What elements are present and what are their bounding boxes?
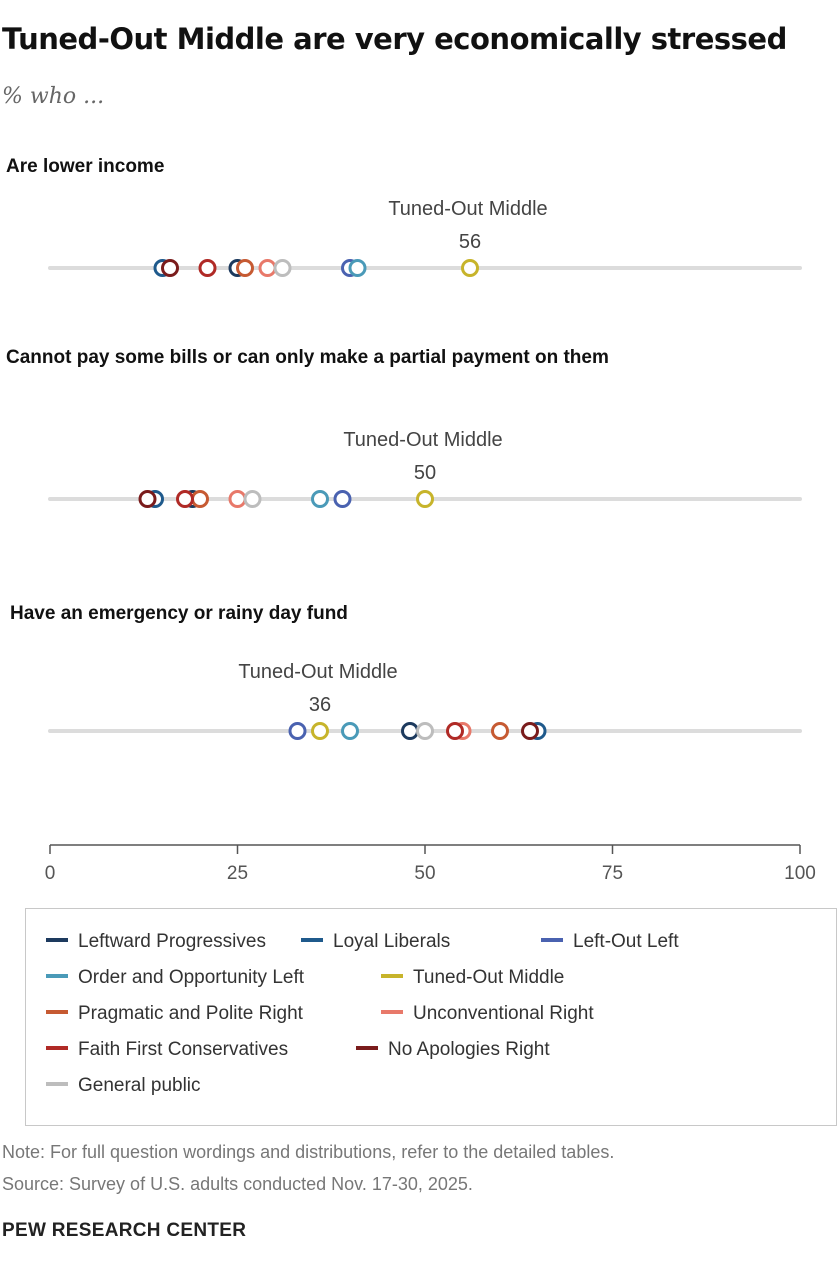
highlight-value-label: 50 [414, 462, 436, 484]
legend-label: No Apologies Right [388, 1039, 550, 1060]
dot-general-public [416, 722, 434, 740]
legend-item: Order and Opportunity Left [46, 967, 304, 989]
legend-swatch [46, 937, 68, 942]
dot-pragmatic-and-polite-right [491, 722, 509, 740]
chart-note: Note: For full question wordings and dis… [2, 1142, 615, 1162]
dot-general-public [243, 490, 262, 508]
dot-no-apologies-right [521, 722, 539, 740]
legend-item: Unconventional Right [381, 1003, 594, 1025]
dot-no-apologies-right [161, 259, 179, 277]
legend-label: Leftward Progressives [78, 931, 266, 952]
panel-label-cannot-pay-bills: Cannot pay some bills or can only make a… [6, 347, 609, 368]
legend-item: Pragmatic and Polite Right [46, 1003, 303, 1025]
dot-no-apologies-right [138, 490, 157, 508]
legend-swatch [46, 1045, 68, 1050]
legend-label: Order and Opportunity Left [78, 967, 305, 988]
highlight-series-label: Tuned-Out Middle [343, 429, 502, 451]
legend-swatch [46, 1009, 68, 1014]
x-tick-label: 25 [227, 863, 248, 884]
chart-title: Tuned-Out Middle are very economically s… [2, 22, 787, 56]
highlight-series-label: Tuned-Out Middle [388, 198, 547, 220]
dot-tuned-out-middle [416, 490, 434, 508]
dot-left-out-left [333, 490, 352, 508]
legend-swatch [301, 937, 323, 942]
legend-swatch [381, 973, 403, 978]
legend-swatch [46, 973, 68, 978]
dot-unconventional-right [258, 259, 277, 277]
dot-faith-first-conservatives [446, 722, 464, 740]
dot-faith-first-conservatives [176, 490, 194, 508]
dot-order-and-opportunity-left [341, 722, 359, 740]
legend-label: Pragmatic and Polite Right [78, 1003, 303, 1024]
legend-item: Tuned-Out Middle [381, 967, 564, 989]
dot-leftward-progressives [401, 722, 419, 740]
dot-plot: Tuned-Out Middle 56 Tuned-Out Middle 50 Tune… [45, 198, 816, 884]
highlight-value-label: 56 [459, 231, 481, 253]
legend-item: No Apologies Right [356, 1039, 550, 1061]
legend-label: Left-Out Left [573, 931, 679, 952]
x-tick-label: 75 [602, 863, 623, 884]
legend-item: Leftward Progressives [46, 931, 266, 953]
dot-faith-first-conservatives [198, 259, 217, 277]
dot-order-and-opportunity-left [348, 259, 367, 277]
legend: Leftward Progressives Loyal Liberals Left-… [25, 908, 837, 1126]
chart-source: Source: Survey of U.S. adults conducted … [2, 1174, 473, 1194]
legend-label: Tuned-Out Middle [413, 967, 565, 988]
legend-swatch [541, 937, 563, 942]
panel-label-emergency-fund: Have an emergency or rainy day fund [10, 603, 348, 624]
dot-tuned-out-middle [311, 722, 329, 740]
legend-label: Faith First Conservatives [78, 1039, 289, 1060]
dot-left-out-left [288, 722, 307, 740]
x-tick-label: 50 [414, 863, 435, 884]
legend-item: General public [46, 1075, 201, 1097]
legend-label: Unconventional Right [413, 1003, 594, 1024]
legend-label: Loyal Liberals [333, 931, 451, 952]
legend-swatch [381, 1009, 403, 1014]
panel-label-lower-income: Are lower income [6, 156, 165, 177]
highlight-series-label: Tuned-Out Middle [238, 661, 397, 683]
highlight-value-label: 36 [309, 694, 331, 716]
dot-pragmatic-and-polite-right [236, 259, 254, 277]
legend-item: Loyal Liberals [301, 931, 450, 953]
dot-general-public [273, 259, 292, 277]
legend-item: Left-Out Left [541, 931, 679, 953]
chart-subtitle: % who ... [2, 84, 105, 109]
legend-swatch [46, 1081, 68, 1086]
legend-label: General public [78, 1075, 201, 1096]
dot-unconventional-right [228, 490, 247, 508]
x-tick-label: 100 [784, 863, 816, 884]
legend-swatch [356, 1045, 378, 1050]
dot-pragmatic-and-polite-right [191, 490, 209, 508]
x-tick-label: 0 [45, 863, 56, 884]
brand-logo-text: PEW RESEARCH CENTER [2, 1220, 247, 1241]
dot-tuned-out-middle [461, 259, 479, 277]
dot-order-and-opportunity-left [311, 490, 329, 508]
legend-item: Faith First Conservatives [46, 1039, 288, 1061]
